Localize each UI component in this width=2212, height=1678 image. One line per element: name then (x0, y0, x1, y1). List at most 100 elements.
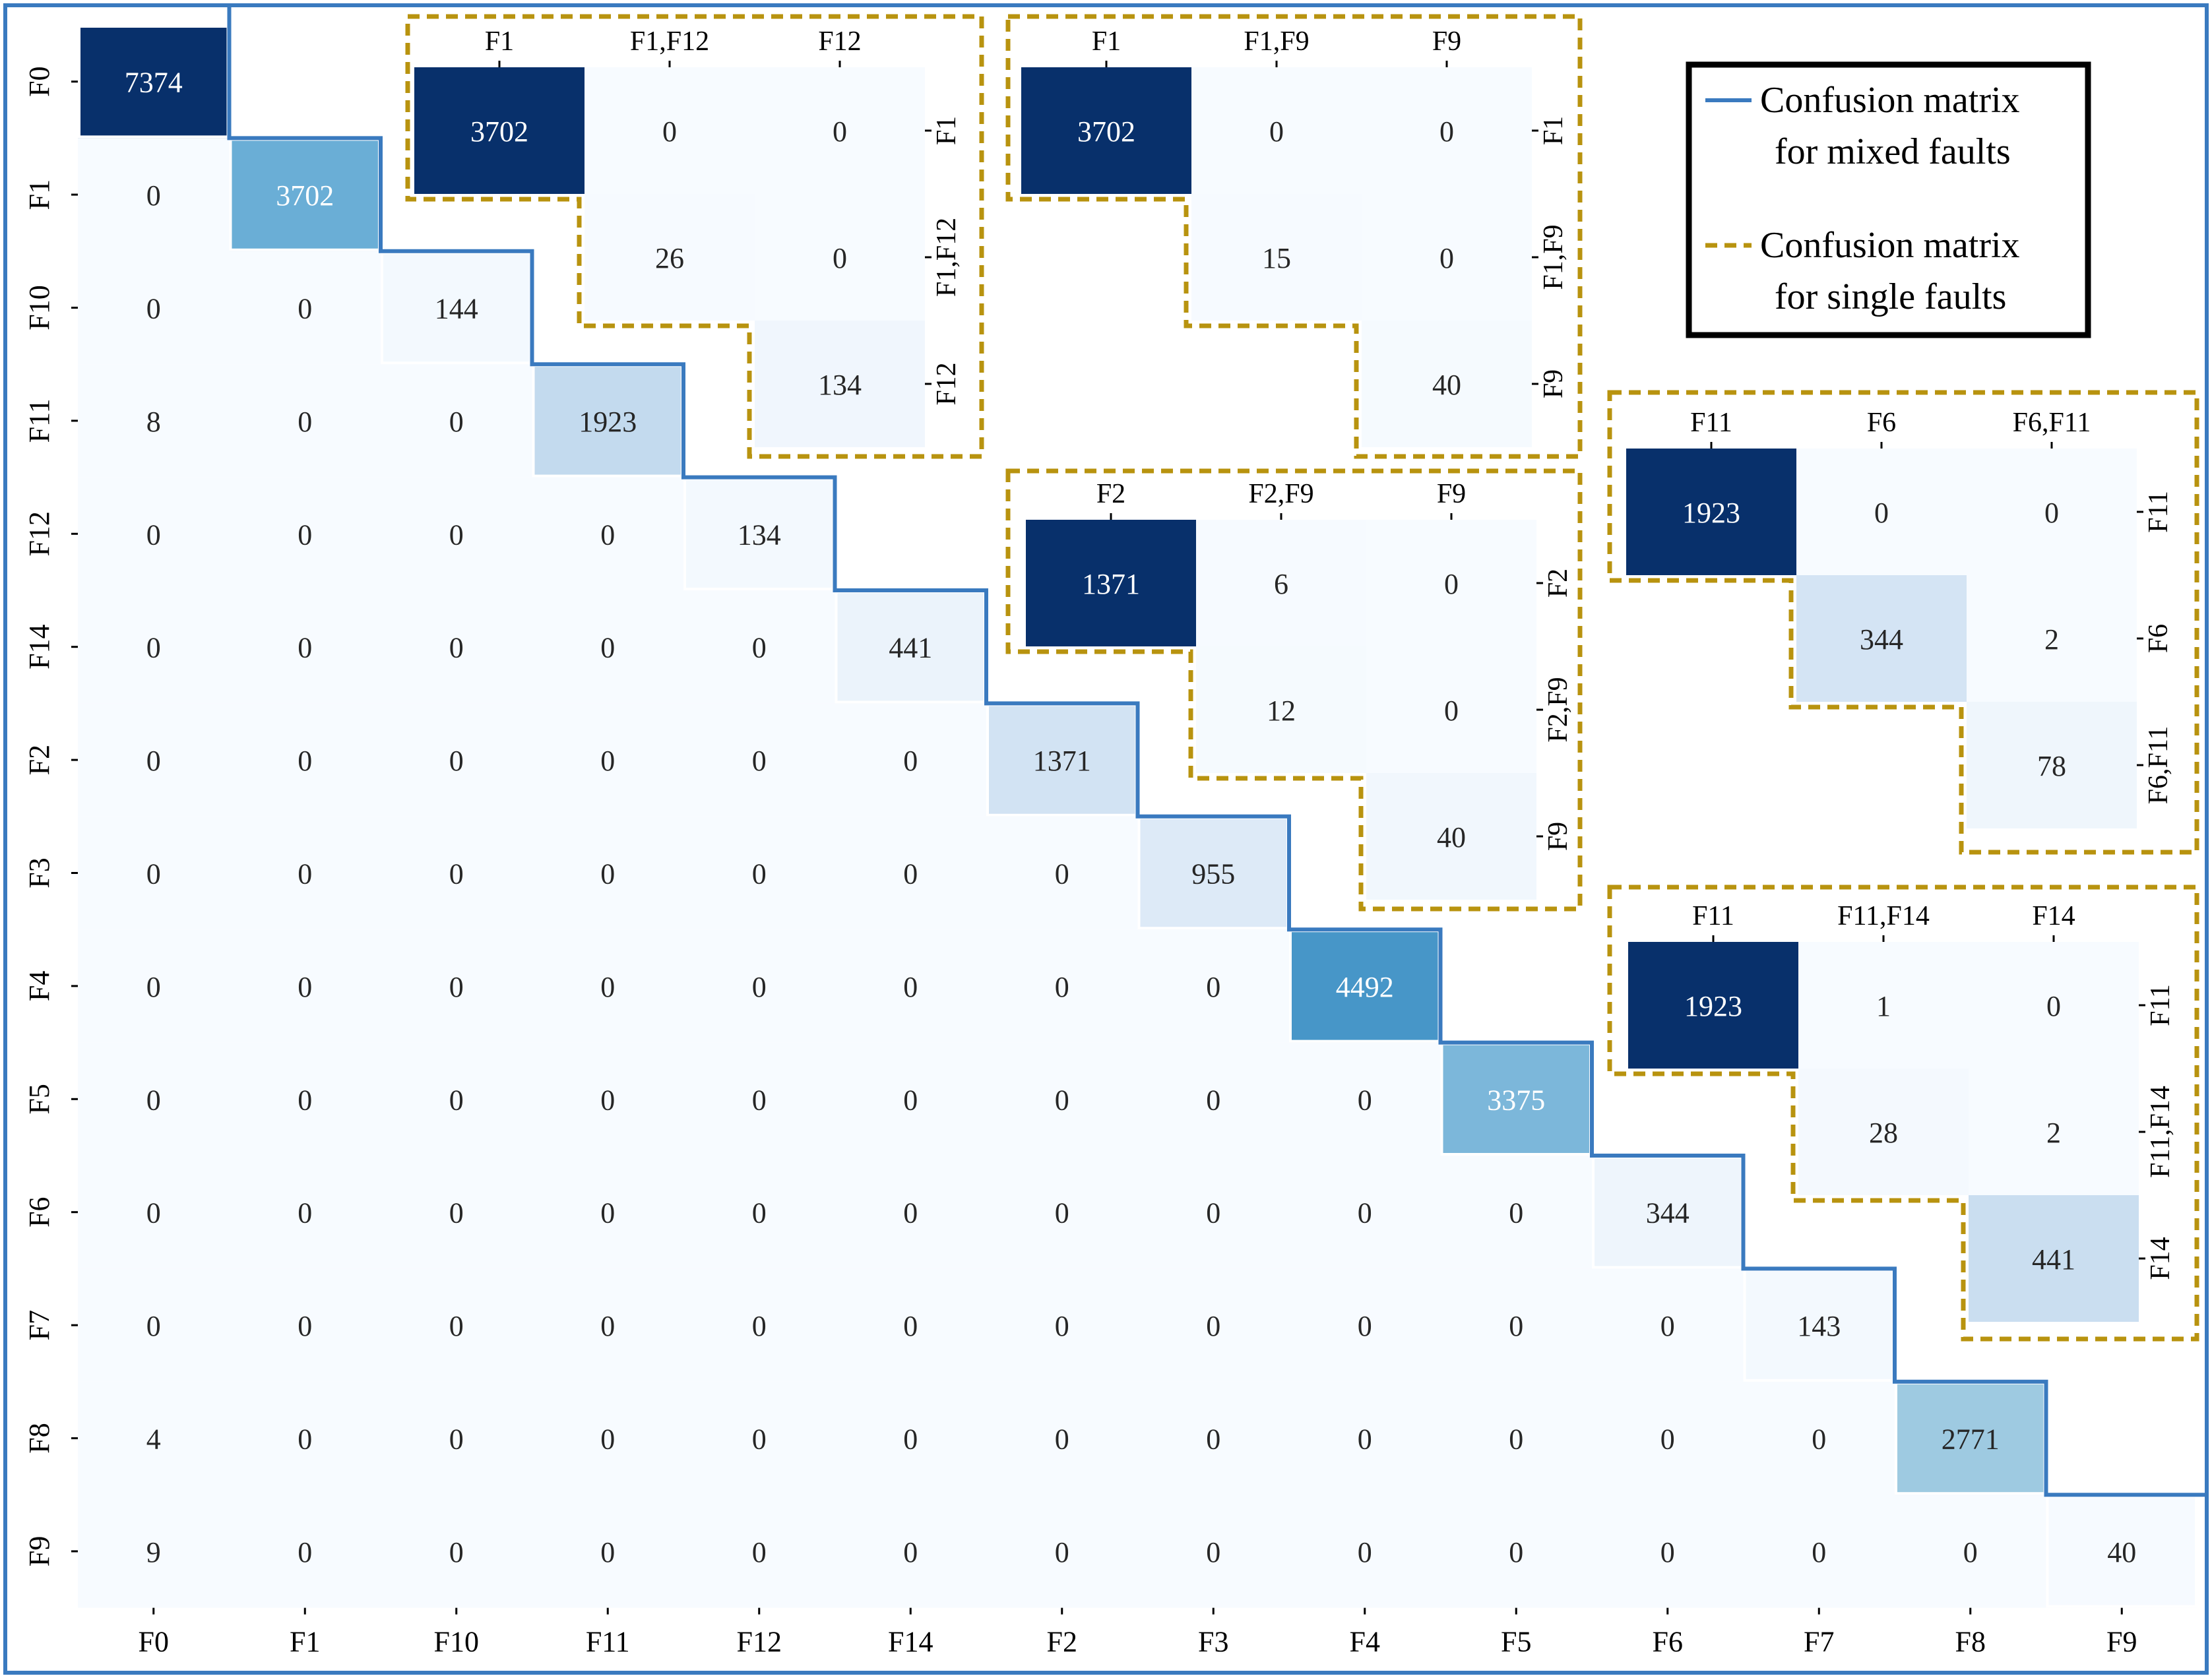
sub-y-label: F1,F9 (1538, 224, 1569, 290)
main-cell-value: 0 (146, 518, 161, 551)
single-fault-matrix-4: 1923 0 0 344 2 78 F11 F6 F6,F11 F11 F6 F6,F11 (1607, 390, 2199, 855)
legend-mixed-label-line1: Confusion matrix (1760, 80, 2020, 121)
sub-cell-value: 28 (1869, 1117, 1898, 1149)
main-cell-F8-F7 (1743, 1381, 1895, 1495)
main-cell-F4-F3 (1137, 929, 1289, 1043)
main-cell-value: 0 (903, 971, 918, 1003)
x-tick-label: F12 (737, 1626, 782, 1658)
main-cell-value: 0 (1358, 1536, 1372, 1569)
main-cell-F8-F6 (1592, 1381, 1744, 1495)
legend: Confusion matrix for mixed faults Confus… (1686, 61, 2091, 338)
sub-cell-value: 0 (1439, 242, 1454, 274)
main-cell-value: 0 (752, 1536, 767, 1569)
main-cell-value: 0 (298, 1084, 312, 1116)
single-fault-matrix-5: 1923 1 0 28 2 441 F11 F11,F14 F14 F11 F11,F14 F14 (1607, 885, 2199, 1342)
sub-cell (1969, 1069, 2139, 1195)
main-cell-F7-F1 (229, 1268, 381, 1382)
sub-x-label: F1 (1092, 26, 1121, 57)
main-cell-F6-F0 (78, 1156, 230, 1269)
single-fault-outline (1607, 390, 2199, 855)
main-cell-F6-F1 (229, 1156, 381, 1269)
main-cell-F5-F0 (78, 1042, 230, 1156)
main-cell-F3-F0 (78, 816, 230, 930)
sub-cell-value: 1923 (1682, 497, 1740, 529)
main-cell-value: 0 (1206, 971, 1220, 1003)
main-cell-F6-F12 (683, 1156, 835, 1269)
y-tick-label: F5 (23, 1084, 55, 1114)
main-cell-F9-F6 (1592, 1495, 1744, 1608)
sub-cell (1362, 67, 1532, 194)
main-cell-F12-F10 (381, 477, 532, 590)
main-cell-F1-F1 (229, 138, 381, 251)
legend-box (1686, 61, 2091, 338)
sub-cell-value: 2 (2046, 1117, 2061, 1149)
main-cell-F2-F0 (78, 703, 230, 817)
main-cell-F6-F4 (1289, 1156, 1441, 1269)
sub-cell (1628, 942, 1798, 1069)
main-cell-value: 0 (1358, 1197, 1372, 1229)
main-cell-F8-F12 (683, 1381, 835, 1495)
main-cell-value: 1923 (579, 406, 637, 438)
y-tick-label: F12 (23, 511, 55, 556)
main-cell-F0-F0 (78, 25, 230, 139)
main-cell-F9-F7 (1743, 1495, 1895, 1608)
main-cell-value: 0 (600, 632, 615, 664)
main-cell-value: 0 (1055, 971, 1069, 1003)
main-cell-value: 0 (298, 406, 312, 438)
main-cell-F9-F5 (1440, 1495, 1592, 1608)
main-cell-value: 0 (752, 1197, 767, 1229)
main-cell-value: 344 (1646, 1197, 1690, 1229)
main-cell-value: 0 (298, 518, 312, 551)
main-cell-value: 0 (1055, 1423, 1069, 1456)
main-cell-F4-F10 (381, 929, 532, 1043)
x-tick-label: F11 (586, 1626, 630, 1658)
sub-cell (1191, 194, 1362, 321)
main-cell-F3-F3 (1137, 816, 1289, 930)
main-cell-value: 8 (146, 406, 161, 438)
main-cell-F9-F3 (1137, 1495, 1289, 1608)
main-cell-value: 0 (752, 1423, 767, 1456)
y-tick-label: F0 (23, 66, 55, 96)
main-cell-value: 0 (298, 293, 312, 325)
main-cell-value: 0 (298, 1536, 312, 1569)
sub-y-label: F1 (1538, 116, 1569, 145)
y-tick-label: F6 (23, 1196, 55, 1227)
single-fault-matrix-2: 3702 0 0 15 0 40 F1 F1,F9 F9 F1 F1,F9 F9 (1005, 14, 1583, 459)
sub-cell (1796, 575, 1967, 702)
sub-cell-value: 0 (2044, 497, 2059, 529)
main-cell-value: 7374 (125, 67, 183, 99)
main-cell-value: 0 (449, 858, 464, 890)
main-cell-F3-F1 (229, 816, 381, 930)
main-cell-F7-F11 (532, 1268, 683, 1382)
single-fault-outline (1607, 885, 2199, 1342)
sub-x-label: F14 (2032, 901, 2075, 931)
sub-cell-value: 0 (833, 115, 847, 148)
main-cell-value: 955 (1191, 858, 1235, 890)
main-cell-F8-F5 (1440, 1381, 1592, 1495)
main-cell-F2-F2 (986, 703, 1138, 817)
sub-x-label: F6 (1867, 408, 1896, 438)
sub-x-label: F11 (1690, 408, 1732, 438)
single-fault-matrix-3: 1371 6 0 12 0 40 F2 F2,F9 F9 F2 F2,F9 F9 (1005, 468, 1583, 912)
main-cell-value: 3702 (276, 179, 334, 212)
main-cell-value: 0 (449, 1310, 464, 1342)
sub-x-label: F12 (818, 26, 861, 57)
main-cell-value: 0 (449, 518, 464, 551)
main-cell-F9-F4 (1289, 1495, 1441, 1608)
main-cell-F12-F11 (532, 477, 683, 590)
main-cell-F9-F11 (532, 1495, 683, 1608)
sub-y-label: F2,F9 (1543, 677, 1573, 742)
single-fault-outline (1005, 14, 1583, 459)
main-cell-value: 0 (298, 971, 312, 1003)
main-cell-value: 0 (1055, 1197, 1069, 1229)
sub-y-label: F11 (2143, 491, 2174, 533)
main-cell-value: 0 (752, 858, 767, 890)
sub-cell (1366, 646, 1536, 773)
main-cell-F7-F4 (1289, 1268, 1441, 1382)
main-cell-value: 0 (1055, 1084, 1069, 1116)
main-cell-F7-F5 (1440, 1268, 1592, 1382)
main-cell-value: 0 (1206, 1084, 1220, 1116)
main-cell-F3-F2 (986, 816, 1138, 930)
sub-cell-value: 40 (1437, 821, 1466, 854)
sub-cell-value: 1 (1876, 990, 1891, 1022)
